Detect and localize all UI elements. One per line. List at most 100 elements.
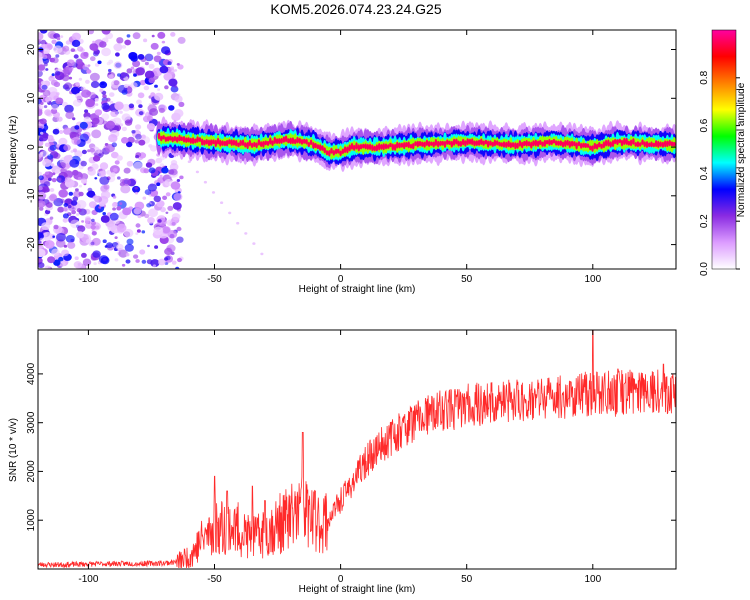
noise-blob: [94, 177, 98, 180]
snr-y-axis-label: SNR (10 * v/v): [8, 418, 19, 482]
signal-cell: [579, 142, 583, 149]
noise-blob: [176, 179, 181, 182]
noise-blob: [158, 258, 166, 266]
noise-blob: [44, 240, 55, 249]
colorbar-tick-label: 0.8: [699, 70, 710, 84]
noise-blob: [158, 107, 165, 114]
noise-blob: [134, 186, 138, 190]
x-tick-label: -100: [78, 574, 98, 585]
noise-blob: [135, 154, 140, 159]
noise-blob: [91, 45, 99, 52]
signal-cell: [607, 139, 610, 147]
signal-cell: [371, 144, 374, 152]
signal-cell: [328, 150, 331, 157]
signal-cell: [564, 140, 567, 147]
noise-blob: [92, 250, 101, 258]
signal-cell: [221, 140, 224, 147]
noise-blob: [55, 239, 66, 248]
noise-blob: [69, 67, 74, 71]
signal-cell: [620, 139, 624, 147]
colorbar-label: Normalized spectral amplitude: [736, 82, 747, 217]
noise-blob: [78, 77, 83, 81]
noise-blob: [100, 190, 111, 199]
noise-blob: [75, 188, 79, 192]
signal-cell: [232, 139, 236, 146]
colorbar: 0.0 0.2 0.4 0.6 0.8 Normalized spectral ampl…: [699, 29, 747, 276]
noise-blob: [90, 80, 100, 89]
noise-blob: [44, 265, 51, 269]
signal-cell: [430, 141, 433, 146]
noise-blob: [41, 186, 50, 193]
signal-cell: [591, 145, 594, 152]
noise-blob: [73, 54, 79, 59]
noise-blob: [72, 148, 78, 153]
noise-blob: [71, 39, 81, 48]
noise-blob: [171, 213, 181, 221]
noise-blob: [80, 160, 87, 167]
noise-blob: [114, 236, 118, 240]
noise-blob: [120, 184, 131, 194]
noise-blob: [130, 55, 138, 62]
signal-cell: [307, 141, 311, 148]
noise-blob: [81, 220, 85, 223]
noise-blob: [40, 80, 46, 85]
noise-blob: [109, 100, 114, 104]
noise-blob: [47, 139, 51, 142]
noise-blob: [117, 176, 121, 180]
signal-cell: [566, 139, 569, 146]
noise-blob: [136, 168, 140, 171]
noise-blob: [159, 65, 169, 74]
signal-cell: [672, 141, 676, 147]
snr-panel: -100 -50 0 50 100 1000 2000 3000 4000 Height of…: [8, 329, 677, 595]
signal-cell: [314, 143, 317, 149]
signal-cell: [157, 132, 161, 140]
signal-cell: [659, 141, 662, 147]
noise-blob: [148, 208, 158, 218]
noise-blob: [161, 226, 171, 235]
signal-cell: [570, 140, 574, 147]
signal-cell: [450, 140, 454, 148]
signal-cell: [446, 139, 449, 145]
noise-blob: [101, 47, 111, 57]
noise-blob: [173, 193, 183, 201]
signal-cell: [480, 138, 483, 145]
noise-blob: [40, 39, 47, 45]
noise-blob: [38, 206, 44, 211]
noise-blob: [105, 120, 116, 129]
noise-blob: [139, 249, 146, 255]
signal-cell: [225, 139, 229, 147]
noise-blob: [45, 202, 53, 208]
noise-blob: [167, 205, 174, 211]
y-tick-label: 10: [26, 92, 37, 104]
noise-blob: [76, 59, 83, 65]
noise-blob: [228, 211, 232, 215]
noise-blob: [119, 202, 123, 206]
signal-cell: [352, 144, 356, 151]
signal-cell: [550, 140, 553, 145]
noise-blob: [99, 41, 107, 48]
signal-cell: [523, 140, 526, 147]
noise-blob: [53, 81, 61, 88]
signal-cell: [291, 137, 295, 145]
noise-blob: [56, 92, 60, 96]
signal-cell: [457, 140, 460, 147]
noise-blob: [109, 212, 119, 221]
signal-cell: [330, 147, 333, 154]
signal-cell: [396, 141, 399, 149]
signal-cell: [253, 141, 256, 148]
signal-cell: [595, 143, 599, 150]
noise-blob: [170, 32, 176, 37]
signal-cell: [432, 141, 436, 148]
noise-blob: [48, 177, 52, 181]
noise-blob: [49, 144, 57, 151]
noise-blob: [39, 237, 45, 242]
signal-cell: [407, 141, 411, 149]
signal-cell: [332, 150, 336, 156]
noise-blob: [135, 232, 139, 235]
noise-blob: [134, 201, 145, 210]
signal-cell: [348, 144, 352, 152]
signal-cell: [284, 135, 288, 143]
noise-blob: [114, 160, 120, 165]
signal-cell: [448, 140, 451, 145]
